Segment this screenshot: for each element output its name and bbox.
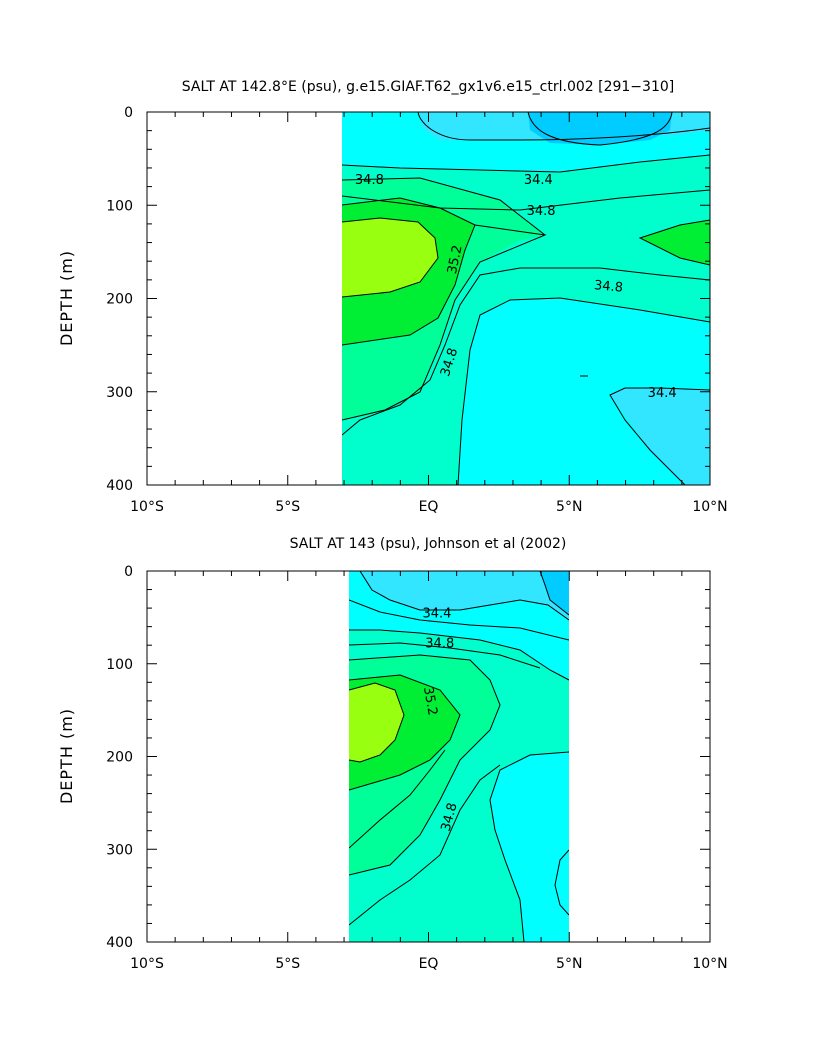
y-tick-label: 100 (106, 198, 133, 214)
x-tick-label: 10°S (130, 499, 164, 515)
x-tick-label: 10°N (692, 499, 727, 515)
contour-line (349, 654, 501, 876)
y-tick-label: 200 (106, 292, 133, 308)
contour-lines-bottom (349, 571, 569, 942)
contour-label: 34.8 (527, 204, 556, 219)
fill-east-band-top (640, 220, 710, 265)
y-tick-label: 100 (106, 657, 133, 673)
contour-label: 34.4 (422, 607, 451, 622)
tick-labels-top: 10°S 5°S EQ 5°N 10°N 0 100 200 300 400 (106, 105, 727, 515)
contour-label: 35.2 (445, 244, 466, 275)
fill-deep-bottom (490, 752, 569, 942)
x-tick-label: 10°N (692, 956, 727, 972)
y-tick-label: 400 (106, 478, 133, 494)
svg-text:34.8: 34.8 (425, 636, 454, 651)
svg-text:34.4: 34.4 (524, 173, 553, 188)
contour-line (539, 571, 569, 616)
contour-lines-top (342, 112, 710, 485)
contour-line (457, 297, 710, 485)
svg-text:34.8: 34.8 (527, 204, 556, 219)
contour-line (342, 154, 710, 173)
contour-labels-bottom: 34.4 34.8 35.2 34.8 (420, 607, 461, 833)
contour-label: 34.8 (425, 636, 454, 651)
y-tick-label: 300 (106, 385, 133, 401)
contour-line (349, 674, 461, 791)
x-tick-label: EQ (419, 956, 439, 972)
fill-surface-low-bottom (360, 571, 569, 620)
contour-label: 34.4 (648, 386, 677, 401)
fill-max-core-bottom (349, 683, 404, 762)
y-tick-label: 0 (124, 564, 133, 580)
contour-line (342, 177, 546, 236)
contour-line (342, 189, 710, 211)
contour-line (359, 571, 569, 621)
contour-line (527, 112, 673, 146)
contour-label: 34.8 (593, 278, 623, 295)
y-axis-label-bottom: DEPTH (m) (57, 708, 76, 804)
contour-line (489, 751, 569, 942)
y-tick-label: 400 (106, 935, 133, 951)
contour-line (638, 219, 710, 266)
chart-title-top: SALT AT 142.8°E (psu), g.e15.GIAF.T62_gx… (182, 79, 674, 95)
x-tick-label: 5°S (275, 956, 300, 972)
contour-line (342, 217, 439, 298)
contour-line (342, 224, 476, 346)
contour-line (342, 267, 710, 436)
y-tick-label: 0 (124, 105, 133, 121)
svg-text:35.2: 35.2 (445, 244, 466, 275)
x-tick-label: EQ (419, 499, 439, 515)
contour-fills-top (342, 112, 710, 485)
contour-line (349, 599, 569, 641)
ticks-bottom (146, 570, 711, 943)
contour-label: 35.2 (420, 686, 440, 717)
x-tick-label: 5°N (556, 499, 582, 515)
contour-line (349, 682, 405, 763)
ticks-top (146, 111, 711, 486)
x-tick-label: 10°S (130, 956, 164, 972)
contour-line (554, 849, 569, 916)
svg-text:34.8: 34.8 (355, 173, 384, 188)
svg-text:34.8: 34.8 (593, 278, 623, 295)
contour-line (349, 642, 541, 669)
fill-surface-core-bottom (540, 571, 569, 615)
contour-label: 34.8 (355, 173, 384, 188)
y-axis-label-top: DEPTH (m) (57, 250, 76, 346)
panel-top: SALT AT 142.8°E (psu), g.e15.GIAF.T62_gx… (57, 79, 728, 515)
contour-line (417, 112, 710, 141)
fill-deep-low-top (610, 388, 710, 485)
y-tick-label: 300 (106, 842, 133, 858)
contour-line (349, 629, 569, 681)
y-tick-label: 200 (106, 750, 133, 766)
tick-labels-bottom: 10°S 5°S EQ 5°N 10°N 0 100 200 300 400 (106, 564, 727, 972)
svg-text:34.8: 34.8 (439, 801, 461, 833)
contour-line (349, 749, 446, 849)
x-tick-label: 5°S (275, 499, 300, 515)
contour-fills-bottom (349, 571, 569, 942)
contour-line (609, 387, 710, 485)
svg-text:34.4: 34.4 (648, 386, 677, 401)
contour-label: 34.8 (439, 801, 461, 833)
panel-bottom: SALT AT 143 (psu), Johnson et al (2002) (57, 536, 728, 972)
contour-labels-top: 34.8 34.434.835.234.834.834.4 (355, 173, 677, 401)
contour-label: 34.4 (524, 173, 553, 188)
svg-text:35.2: 35.2 (420, 686, 440, 717)
contour-line (349, 764, 501, 926)
fill-core-top (528, 112, 672, 145)
chart-title-bottom: SALT AT 143 (psu), Johnson et al (2002) (290, 536, 567, 552)
x-tick-label: 5°N (556, 956, 582, 972)
svg-text:34.4: 34.4 (422, 607, 451, 622)
fill-max-core-top (342, 218, 438, 297)
